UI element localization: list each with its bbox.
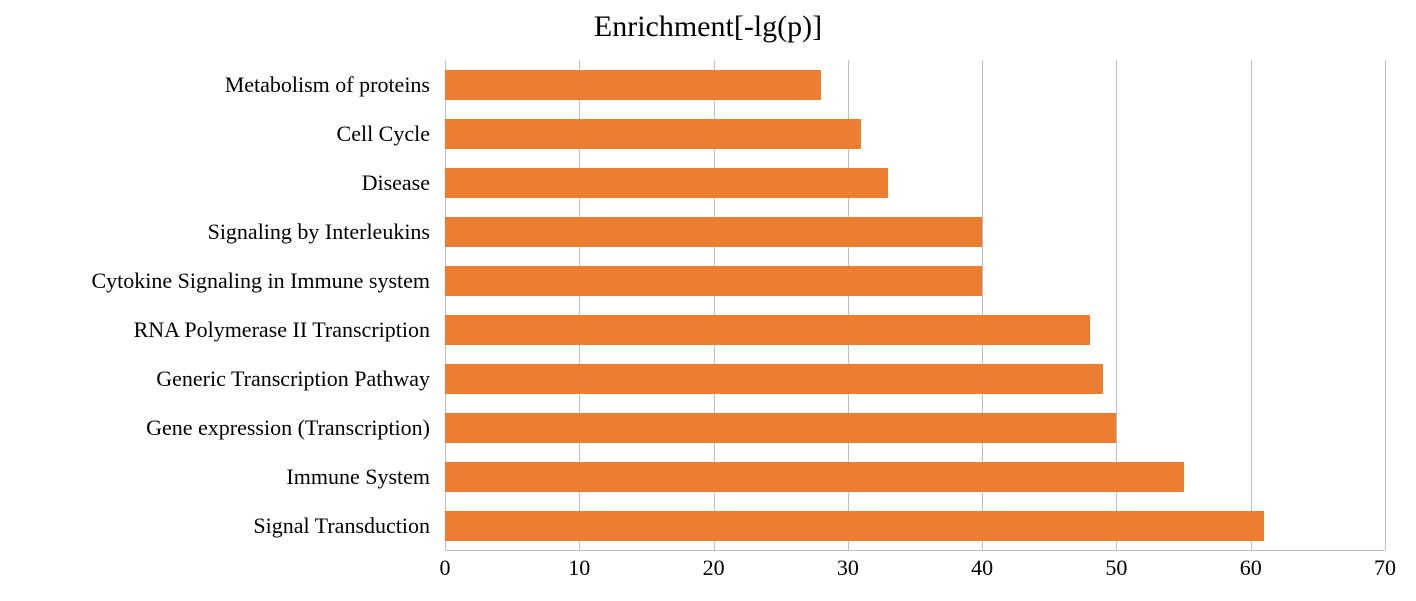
x-tick-label: 30 [837, 555, 859, 581]
bar [445, 413, 1116, 443]
category-label: Metabolism of proteins [225, 70, 430, 100]
category-label: Signal Transduction [253, 511, 430, 541]
bar [445, 511, 1264, 541]
x-tick-label: 70 [1374, 555, 1396, 581]
bar [445, 168, 888, 198]
x-tick-label: 60 [1240, 555, 1262, 581]
chart-title: Enrichment[-lg(p)] [0, 10, 1416, 44]
x-tick-label: 0 [440, 555, 451, 581]
bar [445, 364, 1103, 394]
category-label: Cytokine Signaling in Immune system [91, 266, 430, 296]
bar [445, 70, 821, 100]
x-tick-label: 50 [1105, 555, 1127, 581]
bar [445, 119, 861, 149]
plot-area [445, 60, 1385, 551]
category-label: Disease [362, 168, 430, 198]
x-tick-label: 40 [971, 555, 993, 581]
bar [445, 266, 982, 296]
category-label: Generic Transcription Pathway [156, 364, 430, 394]
x-tick-label: 20 [703, 555, 725, 581]
category-label: Immune System [286, 462, 430, 492]
bar [445, 217, 982, 247]
gridline [1385, 60, 1386, 550]
bar [445, 462, 1184, 492]
x-tick-label: 10 [568, 555, 590, 581]
category-label: Cell Cycle [337, 119, 430, 149]
category-label: Signaling by Interleukins [208, 217, 430, 247]
gridline [1251, 60, 1252, 550]
category-label: RNA Polymerase II Transcription [134, 315, 430, 345]
category-label: Gene expression (Transcription) [146, 413, 430, 443]
enrichment-chart: Enrichment[-lg(p)] 0 10 20 30 40 50 60 70 Metabo… [0, 0, 1416, 601]
bar [445, 315, 1090, 345]
